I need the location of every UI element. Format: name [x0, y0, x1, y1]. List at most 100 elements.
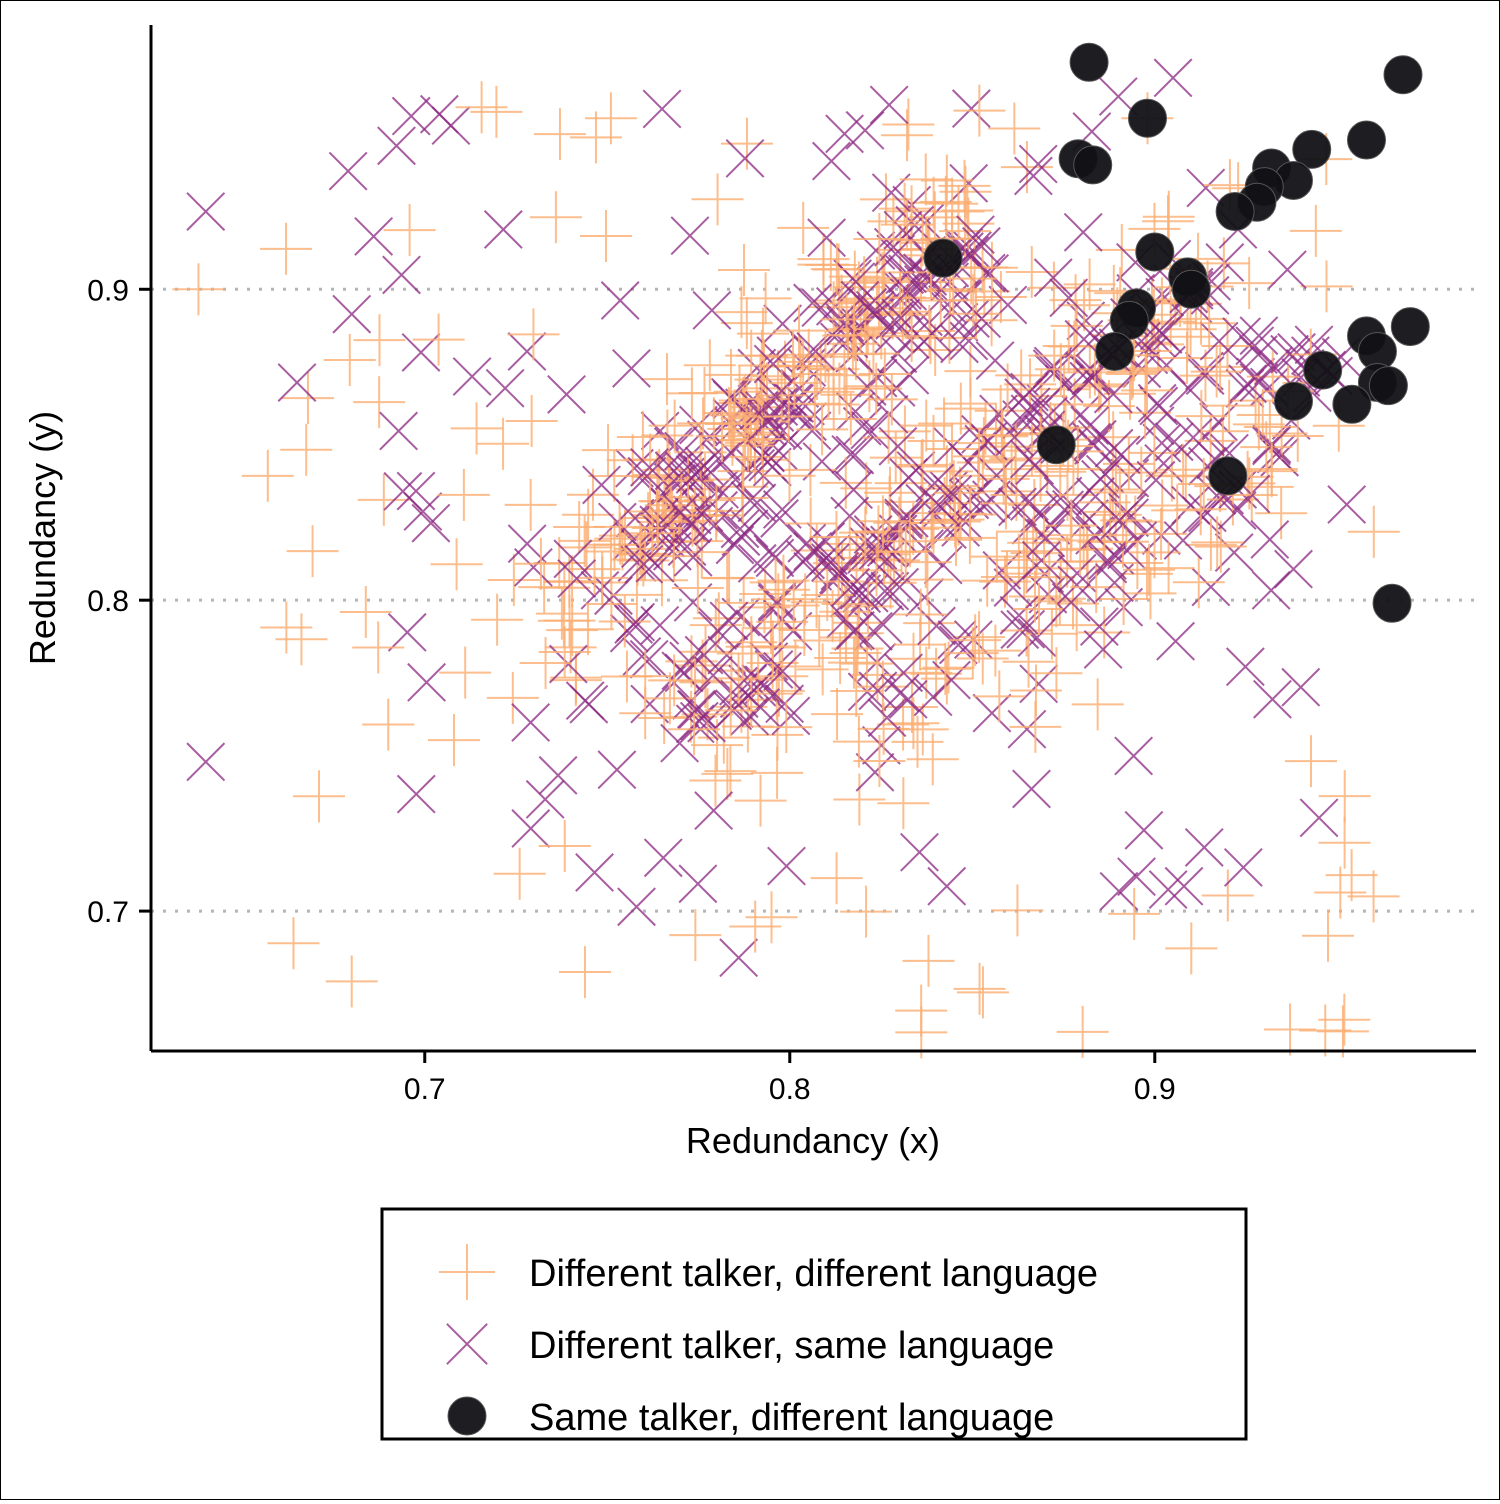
cross-point-same-language — [1018, 144, 1058, 184]
cross-point-same-language — [878, 426, 918, 466]
cross-point-same-language — [640, 411, 680, 451]
cross-point-same-language — [1239, 363, 1279, 402]
plus-point-different-language — [856, 495, 909, 548]
cross-point-same-language — [1017, 618, 1057, 657]
cross-point-same-language — [511, 809, 551, 848]
cross-point-same-language — [1327, 485, 1367, 524]
plus-point-different-language — [1086, 463, 1139, 516]
plus-point-different-language — [720, 117, 773, 170]
cross-point-same-language — [979, 394, 1018, 434]
plus-point-different-language — [357, 473, 410, 526]
cross-point-same-language — [1117, 857, 1156, 897]
cross-point-same-language — [861, 725, 901, 765]
cross-point-same-language — [1235, 326, 1275, 366]
plus-point-different-language — [691, 173, 744, 226]
cross-point-same-language — [876, 234, 916, 274]
plus-point-different-language — [745, 891, 798, 944]
plot-area — [172, 42, 1430, 1059]
cross-point-same-language — [1124, 810, 1164, 850]
cross-point-same-language — [1011, 387, 1051, 427]
cross-point-same-language — [715, 525, 755, 565]
plus-point-different-language — [1028, 329, 1081, 382]
x-axis-label: Redundancy (x) — [686, 1120, 940, 1161]
plus-point-different-language — [720, 297, 773, 350]
cross-point-same-language — [1225, 647, 1265, 687]
cross-point-same-language — [639, 505, 679, 545]
cross-point-same-language — [1033, 258, 1073, 298]
plus-point-different-language — [427, 714, 480, 767]
cross-point-same-language — [1019, 664, 1059, 704]
plus-point-different-language — [471, 593, 524, 646]
plus-point-different-language — [810, 852, 863, 905]
plus-point-different-language — [1316, 1005, 1369, 1058]
cross-point-same-language — [1057, 553, 1097, 593]
plus-point-different-language — [323, 334, 376, 387]
cross-point-same-language — [1069, 361, 1109, 401]
cross-point-same-language — [1148, 870, 1188, 909]
cross-point-same-language — [664, 431, 703, 471]
plus-point-different-language — [704, 397, 757, 450]
circle-point-same-talker — [1069, 42, 1109, 82]
cross-point-same-language — [765, 684, 805, 724]
plus-point-different-language — [1008, 570, 1061, 623]
plus-point-different-language — [919, 642, 972, 695]
cross-point-same-language — [1072, 422, 1112, 462]
plus-point-different-language — [477, 417, 530, 470]
plus-point-different-language — [807, 378, 860, 431]
cross-point-same-language — [652, 531, 692, 571]
cross-point-same-language — [575, 853, 614, 892]
plus-point-different-language — [275, 613, 328, 666]
plus-point-different-language — [579, 209, 632, 262]
plus-point-different-language — [504, 478, 557, 531]
cross-point-same-language — [858, 358, 898, 398]
legend-entry: Different talker, different language — [439, 1244, 1098, 1300]
cross-point-same-language — [1057, 565, 1097, 605]
cross-point-same-language — [982, 550, 1022, 590]
cross-point-same-language — [1156, 621, 1196, 661]
plus-point-different-language — [569, 111, 622, 164]
cross-point-same-language — [664, 653, 704, 693]
cross-point-same-language — [507, 332, 547, 371]
cross-point-same-language — [328, 151, 368, 191]
plus-point-different-language — [767, 579, 820, 632]
plus-point-different-language — [833, 773, 886, 826]
plus-point-different-language — [841, 580, 894, 633]
cross-point-same-language — [525, 779, 565, 819]
plus-point-different-language — [1063, 258, 1116, 311]
y-ticks: 0.7 0.8 0.9 — [87, 274, 151, 929]
plus-point-different-language — [995, 349, 1048, 402]
cross-point-same-language — [753, 344, 793, 384]
plus-point-different-language — [1004, 358, 1057, 411]
plus-point-different-language — [1255, 487, 1308, 540]
cross-point-same-language — [763, 304, 803, 344]
cross-point-same-language — [905, 578, 945, 617]
plus-point-different-language — [1070, 561, 1123, 614]
cross-point-same-language — [1143, 315, 1183, 354]
cross-point-same-language — [975, 341, 1015, 380]
plus-point-different-language — [430, 538, 483, 591]
plus-point-different-language — [902, 934, 955, 987]
plus-point-different-language — [1172, 556, 1225, 609]
plus-point-different-language — [704, 684, 757, 737]
cross-point-same-language — [961, 226, 1001, 266]
cross-point-same-language — [1009, 482, 1049, 521]
plus-point-different-language — [701, 747, 754, 800]
plus-point-different-language — [1145, 449, 1198, 502]
plus-point-different-language — [713, 365, 766, 418]
plus-point-different-language — [610, 568, 663, 621]
plus-point-different-language — [549, 651, 602, 704]
plus-point-different-language — [953, 611, 1006, 664]
cross-point-same-language — [1253, 679, 1292, 719]
plus-point-different-language — [692, 592, 745, 645]
cross-point-same-language — [747, 402, 787, 441]
plus-point-different-language — [648, 399, 701, 452]
cross-point-same-language — [582, 465, 621, 505]
cross-point-same-language — [858, 671, 898, 711]
cross-point-same-language — [1253, 346, 1293, 386]
circle-point-same-talker — [1368, 366, 1408, 406]
plus-point-different-language — [1027, 261, 1080, 314]
plus-point-different-language — [852, 505, 905, 558]
cross-point-same-language — [855, 752, 895, 792]
plus-point-different-language — [1203, 379, 1256, 432]
cross-point-same-language — [675, 704, 715, 744]
